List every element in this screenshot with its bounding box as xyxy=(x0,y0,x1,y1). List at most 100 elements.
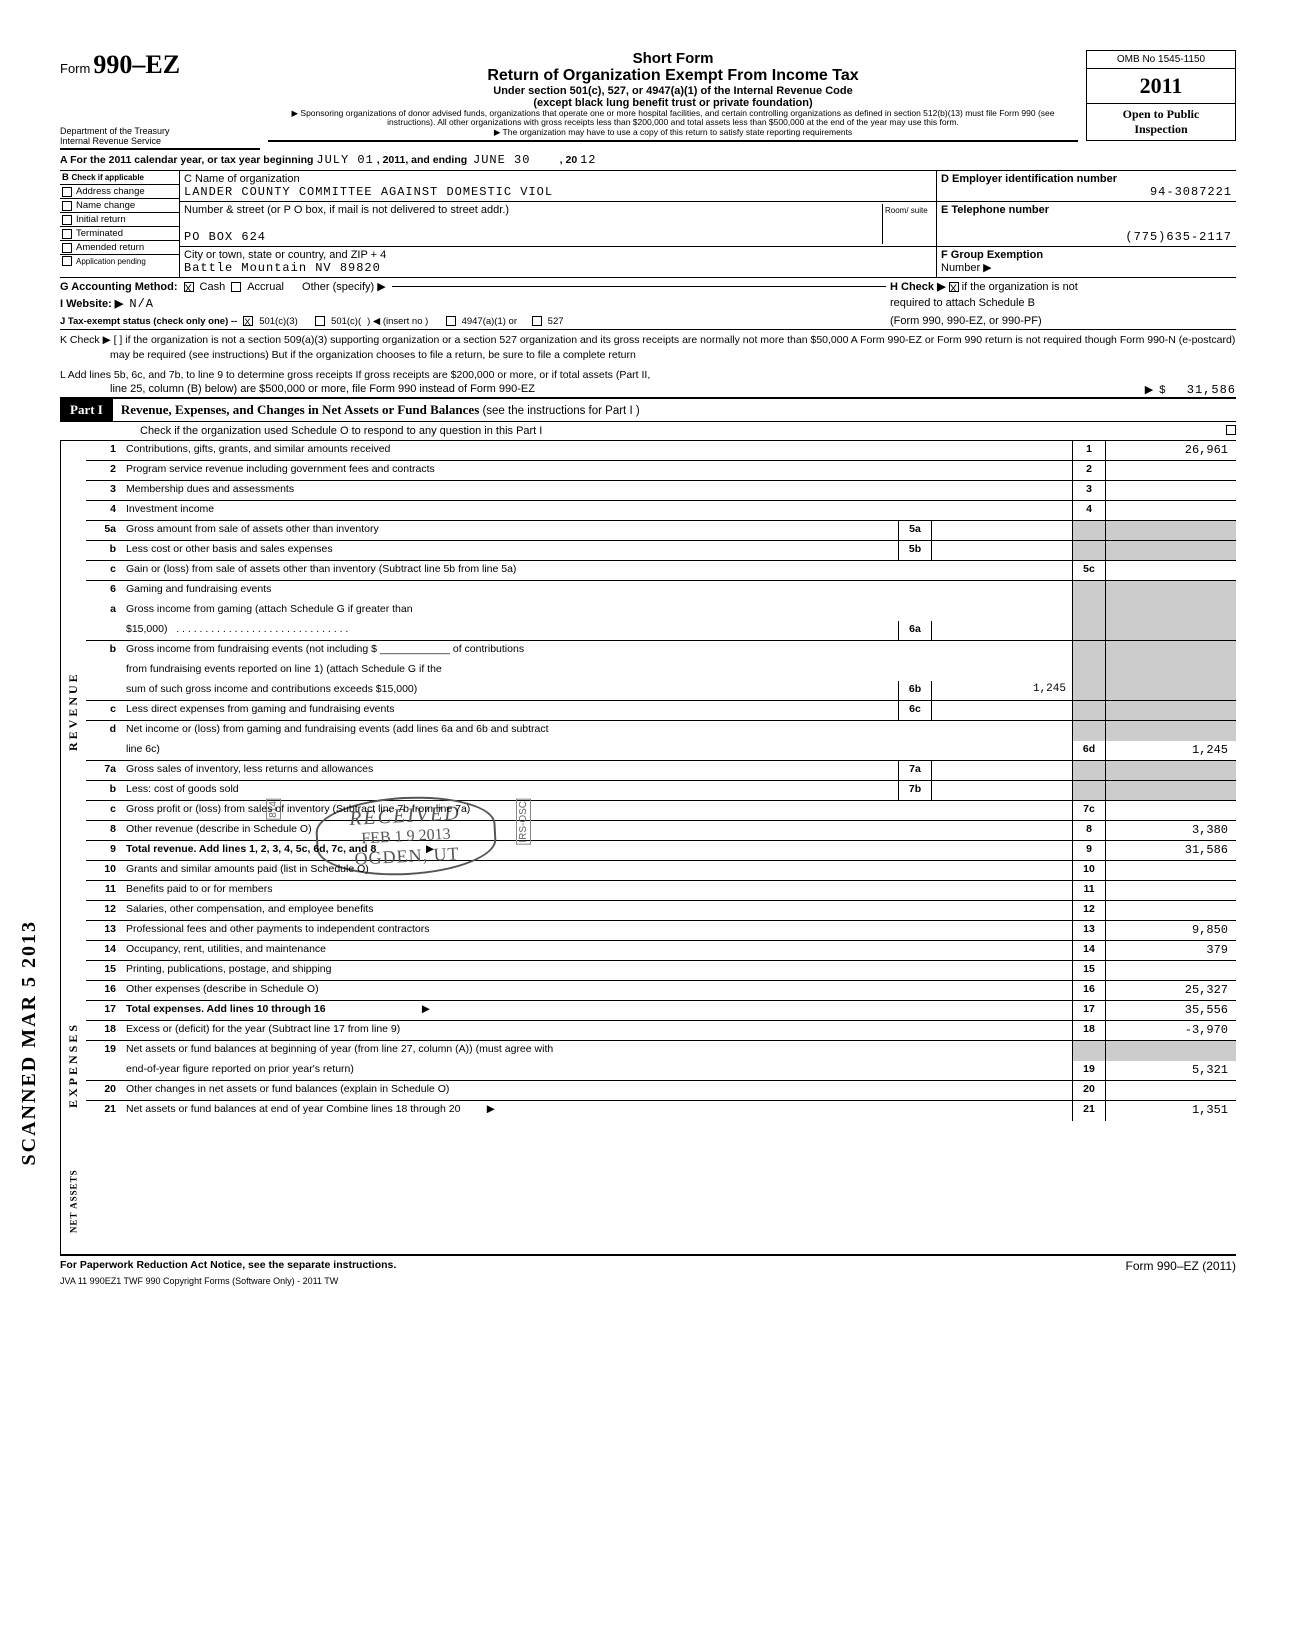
label-city: City or town, state or country, and ZIP … xyxy=(184,249,386,261)
form-number: 990–EZ xyxy=(93,50,180,79)
line-6d-1: d Net income or (loss) from gaming and f… xyxy=(86,721,1236,741)
form-footer-id: Form 990–EZ (2011) xyxy=(1126,1259,1237,1273)
chk-schedule-o[interactable] xyxy=(1226,425,1236,435)
h-text-1: if the organization is not xyxy=(962,281,1078,293)
chk-schedule-b[interactable]: X xyxy=(949,282,959,292)
city-state-zip: Battle Mountain NV 89820 xyxy=(184,261,381,275)
line-7b: b Less: cost of goods sold 7b xyxy=(86,781,1236,801)
line-19b: end-of-year figure reported on prior yea… xyxy=(86,1061,1236,1081)
line-a-mid: , 2011, and ending xyxy=(377,154,467,166)
part-1-header: Part I Revenue, Expenses, and Changes in… xyxy=(60,397,1236,422)
header-note-2: ▶ The organization may have to use a cop… xyxy=(268,128,1078,142)
line-6: 6 Gaming and fundraising events xyxy=(86,581,1236,601)
part-1-title-rest: (see the instructions for Part I ) xyxy=(479,405,639,417)
i-label: I Website: ▶ xyxy=(60,298,123,310)
line-14: 14 Occupancy, rent, utilities, and maint… xyxy=(86,941,1236,961)
header-note-1: ▶ Sponsoring organizations of donor advi… xyxy=(268,109,1078,128)
ein: 94-3087221 xyxy=(941,185,1232,199)
chk-accrual[interactable] xyxy=(231,282,241,292)
line-5c: c Gain or (loss) from sale of assets oth… xyxy=(86,561,1236,581)
row-l-2: line 25, column (B) below) are $500,000 … xyxy=(110,383,535,397)
line-6d-2: line 6c) 6d 1,245 xyxy=(86,741,1236,761)
side-expenses: EXPENSES xyxy=(60,981,86,1149)
line-6c: c Less direct expenses from gaming and f… xyxy=(86,701,1236,721)
label-org-name: C Name of organization xyxy=(184,173,300,185)
section-b-sub: Check if applicable xyxy=(72,173,144,182)
line-a-prefix: A For the 2011 calendar year, or tax yea… xyxy=(60,154,313,166)
line-3: 3 Membership dues and assessments 3 xyxy=(86,481,1236,501)
chk-cash[interactable]: X xyxy=(184,282,194,292)
line-15: 15 Printing, publications, postage, and … xyxy=(86,961,1236,981)
open-public-2: Inspection xyxy=(1090,122,1232,137)
chk-app-pending[interactable]: Application pending xyxy=(60,254,179,267)
line-18: 18 Excess or (deficit) for the year (Sub… xyxy=(86,1021,1236,1041)
form-prefix: Form xyxy=(60,61,90,76)
value-line-18: -3,970 xyxy=(1106,1021,1236,1040)
row-i: I Website: ▶ N/A xyxy=(60,295,886,313)
chk-amended[interactable]: Amended return xyxy=(60,240,179,254)
line-16: 16 Other expenses (describe in Schedule … xyxy=(86,981,1236,1001)
line-1: 1 Contributions, gifts, grants, and simi… xyxy=(86,441,1236,461)
j-501c: 501(c)( xyxy=(331,316,361,327)
j-4947: 4947(a)(1) or xyxy=(462,316,517,327)
chk-501c3[interactable]: X xyxy=(243,316,253,326)
g-accrual: Accrual xyxy=(247,281,284,293)
open-public-1: Open to Public xyxy=(1090,107,1232,122)
gross-receipts-total: 31,586 xyxy=(1187,383,1236,397)
chk-name-change[interactable]: Name change xyxy=(60,198,179,212)
row-k: K Check ▶ [ ] if the organization is not… xyxy=(60,330,1236,365)
part-1-label: Part I xyxy=(60,399,113,421)
line-a: A For the 2011 calendar year, or tax yea… xyxy=(60,150,1236,171)
j-527: 527 xyxy=(548,316,564,327)
schedule-o-text: Check if the organization used Schedule … xyxy=(140,425,542,437)
tax-year: 2011 xyxy=(1086,68,1236,103)
row-j: J Tax-exempt status (check only one) -- … xyxy=(60,313,886,329)
line-21: 21 Net assets or fund balances at end of… xyxy=(86,1101,1236,1121)
value-line-19: 5,321 xyxy=(1106,1061,1236,1080)
value-line-16: 25,327 xyxy=(1106,981,1236,1000)
g-cash: Cash xyxy=(200,281,226,293)
value-line-6b: 1,245 xyxy=(932,681,1072,700)
chk-terminated[interactable]: Terminated xyxy=(60,226,179,240)
side-revenue: REVENUE xyxy=(60,441,86,981)
line-5b: b Less cost or other basis and sales exp… xyxy=(86,541,1236,561)
j-insert: ) ◀ (insert no ) xyxy=(367,316,428,327)
g-other: Other (specify) ▶ xyxy=(302,280,386,293)
chk-initial-return[interactable]: Initial return xyxy=(60,212,179,226)
chk-address-change[interactable]: Address change xyxy=(60,184,179,198)
line-19a: 19 Net assets or fund balances at beginn… xyxy=(86,1041,1236,1061)
value-line-17: 35,556 xyxy=(1106,1001,1236,1020)
org-name: LANDER COUNTY COMMITTEE AGAINST DOMESTIC… xyxy=(184,185,553,199)
chk-527[interactable] xyxy=(532,316,542,326)
section-b-letter: B xyxy=(62,172,69,183)
line-a-suffix: , 20 xyxy=(560,154,578,166)
label-phone: E Telephone number xyxy=(941,204,1049,216)
line-5a: 5a Gross amount from sale of assets othe… xyxy=(86,521,1236,541)
label-ein: D Employer identification number xyxy=(941,173,1117,185)
h-check-label: H Check ▶ xyxy=(890,281,946,293)
label-address: Number & street (or P O box, if mail is … xyxy=(184,204,882,216)
line-6a-2: $15,000) . . . . . . . . . . . . . . . .… xyxy=(86,621,1236,641)
j-label: J Tax-exempt status (check only one) -- xyxy=(60,316,237,327)
line-10: 10 Grants and similar amounts paid (list… xyxy=(86,861,1236,881)
chk-501c[interactable] xyxy=(315,316,325,326)
part-1-title: Revenue, Expenses, and Changes in Net As… xyxy=(121,402,479,417)
row-g: G Accounting Method: X Cash Accrual Othe… xyxy=(60,278,886,295)
label-group-exemption: F Group Exemption xyxy=(941,249,1043,261)
row-l-1: L Add lines 5b, 6c, and 7b, to line 9 to… xyxy=(60,365,1236,383)
line-11: 11 Benefits paid to or for members 11 xyxy=(86,881,1236,901)
side-net-assets: NET ASSETS xyxy=(60,1149,86,1254)
line-6b-3: sum of such gross income and contributio… xyxy=(86,681,1236,701)
omb-number: OMB No 1545-1150 xyxy=(1086,50,1236,68)
line-6b-2: from fundraising events reported on line… xyxy=(86,661,1236,681)
row-h-1: H Check ▶ X if the organization is not xyxy=(886,278,1236,295)
line-2: 2 Program service revenue including gove… xyxy=(86,461,1236,481)
label-group-exemption-2: Number ▶ xyxy=(941,261,1232,274)
phone: (775)635-2117 xyxy=(941,230,1232,244)
dept-treasury: Department of the Treasury xyxy=(60,126,260,136)
tax-year-end-yy: 12 xyxy=(580,153,596,167)
footer-note: JVA 11 990EZ1 TWF 990 Copyright Forms (S… xyxy=(60,1273,1236,1286)
line-7a: 7a Gross sales of inventory, less return… xyxy=(86,761,1236,781)
line-12: 12 Salaries, other compensation, and emp… xyxy=(86,901,1236,921)
chk-4947[interactable] xyxy=(446,316,456,326)
